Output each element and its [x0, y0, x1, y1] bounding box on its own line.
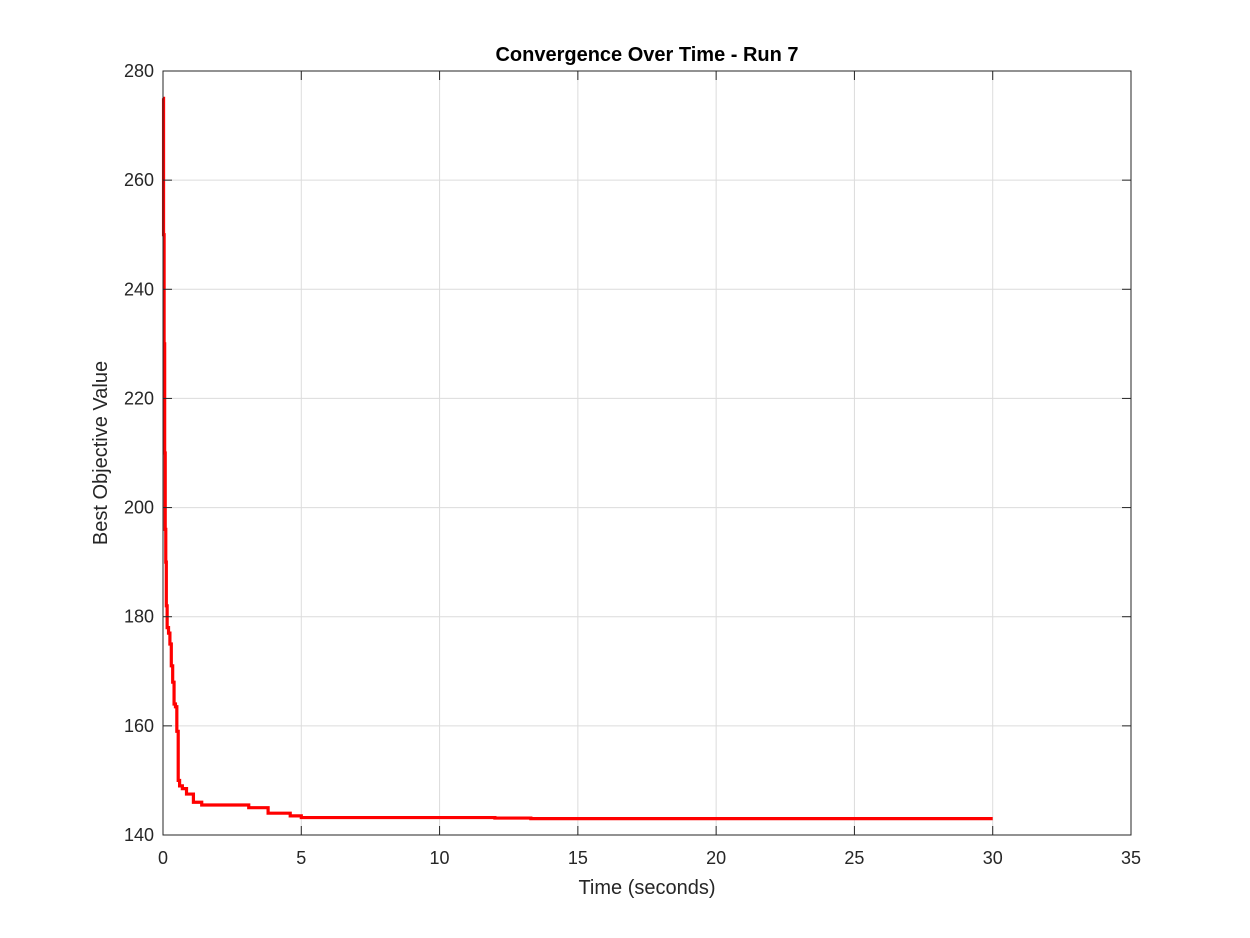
- plot-area: [163, 71, 1131, 835]
- y-tick-label: 260: [124, 170, 154, 190]
- y-tick-label: 140: [124, 825, 154, 845]
- y-tick-labels: 140 160 180 200 220 240 260 280: [124, 61, 154, 845]
- x-tick-labels: 0 5 10 15 20 25 30 35: [158, 848, 1141, 868]
- axes-box: [162, 70, 1132, 836]
- y-tick-label: 160: [124, 716, 154, 736]
- y-tick-label: 280: [124, 61, 154, 81]
- x-tick-label: 15: [568, 848, 588, 868]
- x-tick-label: 25: [844, 848, 864, 868]
- y-tick-label: 200: [124, 498, 154, 518]
- y-tick-label: 180: [124, 607, 154, 627]
- x-tick-label: 30: [983, 848, 1003, 868]
- x-tick-label: 0: [158, 848, 168, 868]
- x-tick-label: 10: [430, 848, 450, 868]
- series-group: [161, 96, 993, 821]
- y-tick-label: 220: [124, 388, 154, 408]
- x-tick-label: 5: [296, 848, 306, 868]
- x-tick-label: 35: [1121, 848, 1141, 868]
- grid-lines: [163, 71, 1131, 835]
- tick-marks: [162, 70, 1132, 836]
- x-axis-label: Time (seconds): [578, 877, 715, 899]
- y-tick-label: 240: [124, 279, 154, 299]
- chart-title: Convergence Over Time - Run 7: [495, 44, 798, 66]
- y-axis-label: Best Objective Value: [90, 361, 112, 545]
- convergence-series-line: [161, 96, 993, 821]
- x-tick-label: 20: [706, 848, 726, 868]
